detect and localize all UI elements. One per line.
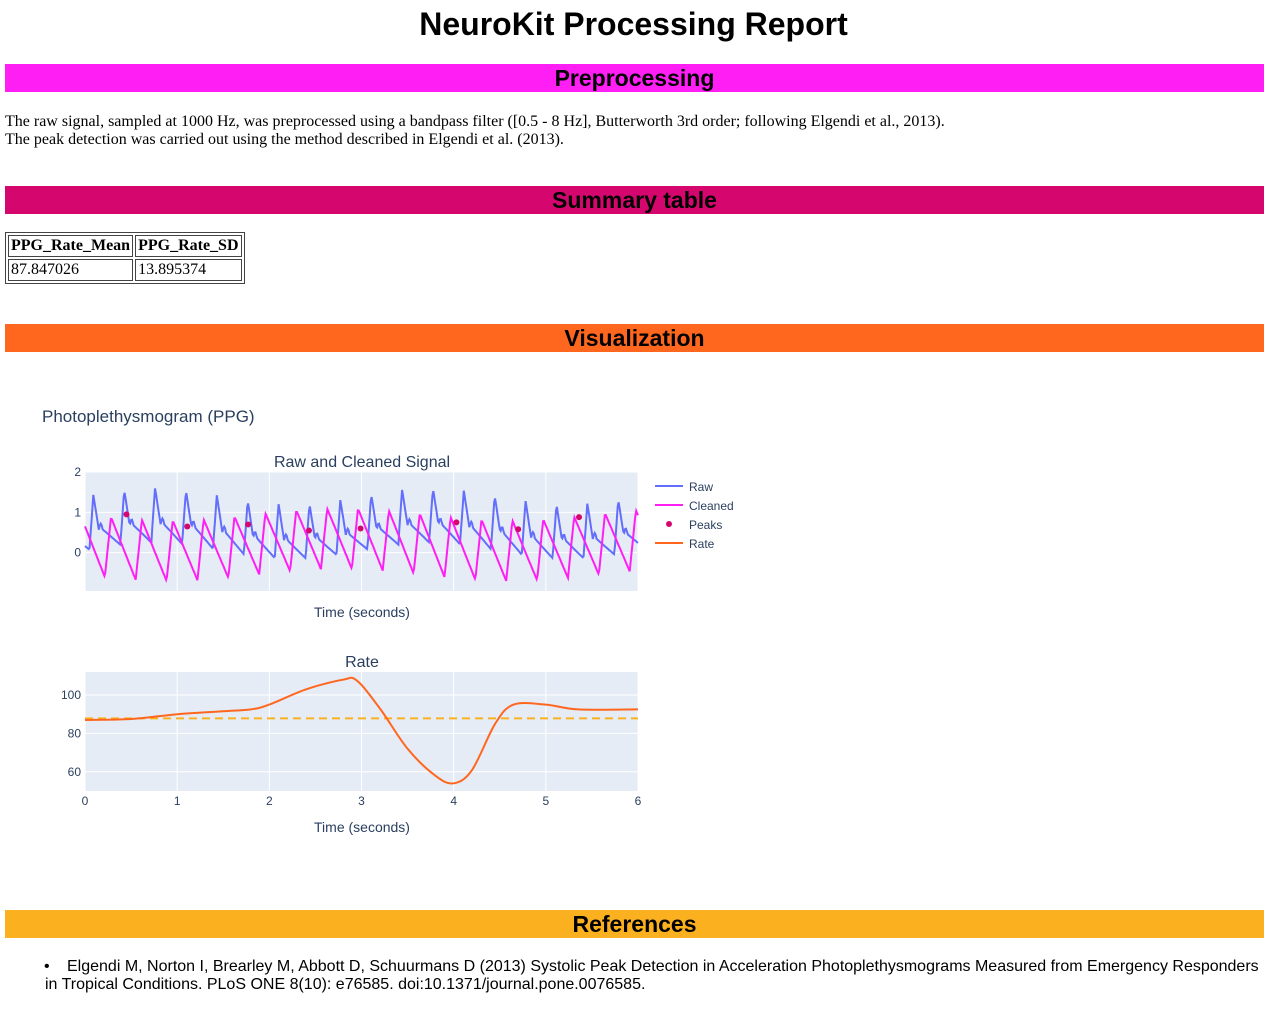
- reference-item: Elgendi M, Norton I, Brearley M, Abbott …: [45, 958, 1259, 993]
- series-peaks: [123, 511, 583, 534]
- rate-chart-title: Rate: [345, 654, 379, 671]
- preprocessing-line-2: The peak detection was carried out using…: [5, 131, 564, 148]
- rate-x-tick-label: 3: [358, 794, 365, 808]
- peak-point: [245, 521, 252, 528]
- bullet-icon: •: [44, 958, 50, 975]
- legend-peaks-label: Peaks: [689, 518, 722, 532]
- rate-y-tick-label: 100: [61, 688, 81, 702]
- cell-rate-mean: 87.847026: [8, 259, 134, 281]
- references-heading: References: [5, 910, 1264, 938]
- legend-rate-label: Rate: [689, 537, 715, 551]
- series-raw-line: [84, 488, 639, 561]
- legend: Raw Cleaned Peaks Rate: [655, 480, 734, 551]
- rate-x-label: Time (seconds): [314, 819, 410, 835]
- column-header-rate-mean: PPG_Rate_Mean: [8, 235, 134, 257]
- column-header-rate-sd: PPG_Rate_SD: [135, 235, 242, 257]
- ppg-figure: Photoplethysmogram (PPG) Raw and Cleaned…: [42, 407, 734, 835]
- signal-y-tick-label: 0: [74, 546, 81, 560]
- table-header-row: PPG_Rate_Mean PPG_Rate_SD: [8, 235, 242, 257]
- legend-raw-label: Raw: [689, 480, 713, 494]
- series-rate-line: [84, 676, 639, 785]
- signal-y-tick-label: 1: [74, 505, 81, 519]
- preprocessing-line-1: The raw signal, sampled at 1000 Hz, was …: [5, 113, 945, 130]
- peak-point: [515, 526, 522, 533]
- rate-y-ticks: 60 80 100: [61, 688, 81, 779]
- legend-peaks-swatch: [666, 521, 672, 527]
- peak-point: [123, 511, 130, 518]
- figure-title: Photoplethysmogram (PPG): [42, 407, 255, 426]
- table-row: 87.847026 13.895374: [8, 259, 242, 281]
- rate-x-ticks: 0 1 2 3 4 5 6: [82, 794, 642, 808]
- rate-y-tick-label: 80: [68, 726, 82, 740]
- preprocessing-heading: Preprocessing: [5, 64, 1264, 92]
- peak-point: [357, 525, 364, 532]
- rate-x-tick-label: 2: [266, 794, 273, 808]
- rate-x-tick-label: 0: [82, 794, 89, 808]
- reference-list: • Elgendi M, Norton I, Brearley M, Abbot…: [44, 958, 1260, 994]
- cell-rate-sd: 13.895374: [135, 259, 242, 281]
- rate-x-tick-label: 6: [635, 794, 642, 808]
- peak-point: [184, 523, 191, 530]
- peak-point: [576, 514, 583, 521]
- visualization-heading: Visualization: [5, 324, 1264, 352]
- signal-chart-title: Raw and Cleaned Signal: [274, 454, 450, 471]
- rate-x-tick-label: 1: [174, 794, 181, 808]
- signal-x-label: Time (seconds): [314, 604, 410, 620]
- rate-x-tick-label: 5: [542, 794, 549, 808]
- series-cleaned-line: [84, 505, 639, 584]
- rate-y-tick-label: 60: [68, 765, 82, 779]
- summary-table: PPG_Rate_Mean PPG_Rate_SD 87.847026 13.8…: [5, 232, 245, 284]
- rate-x-tick-label: 4: [450, 794, 457, 808]
- peak-point: [453, 519, 460, 526]
- signal-y-tick-label: 2: [74, 465, 81, 479]
- summary-heading: Summary table: [5, 186, 1264, 214]
- signal-y-ticks: 0 1 2: [74, 465, 81, 560]
- page-title: NeuroKit Processing Report: [419, 6, 848, 42]
- peak-point: [305, 527, 312, 534]
- rate-gridlines: [84, 672, 639, 791]
- legend-cleaned-label: Cleaned: [689, 499, 734, 513]
